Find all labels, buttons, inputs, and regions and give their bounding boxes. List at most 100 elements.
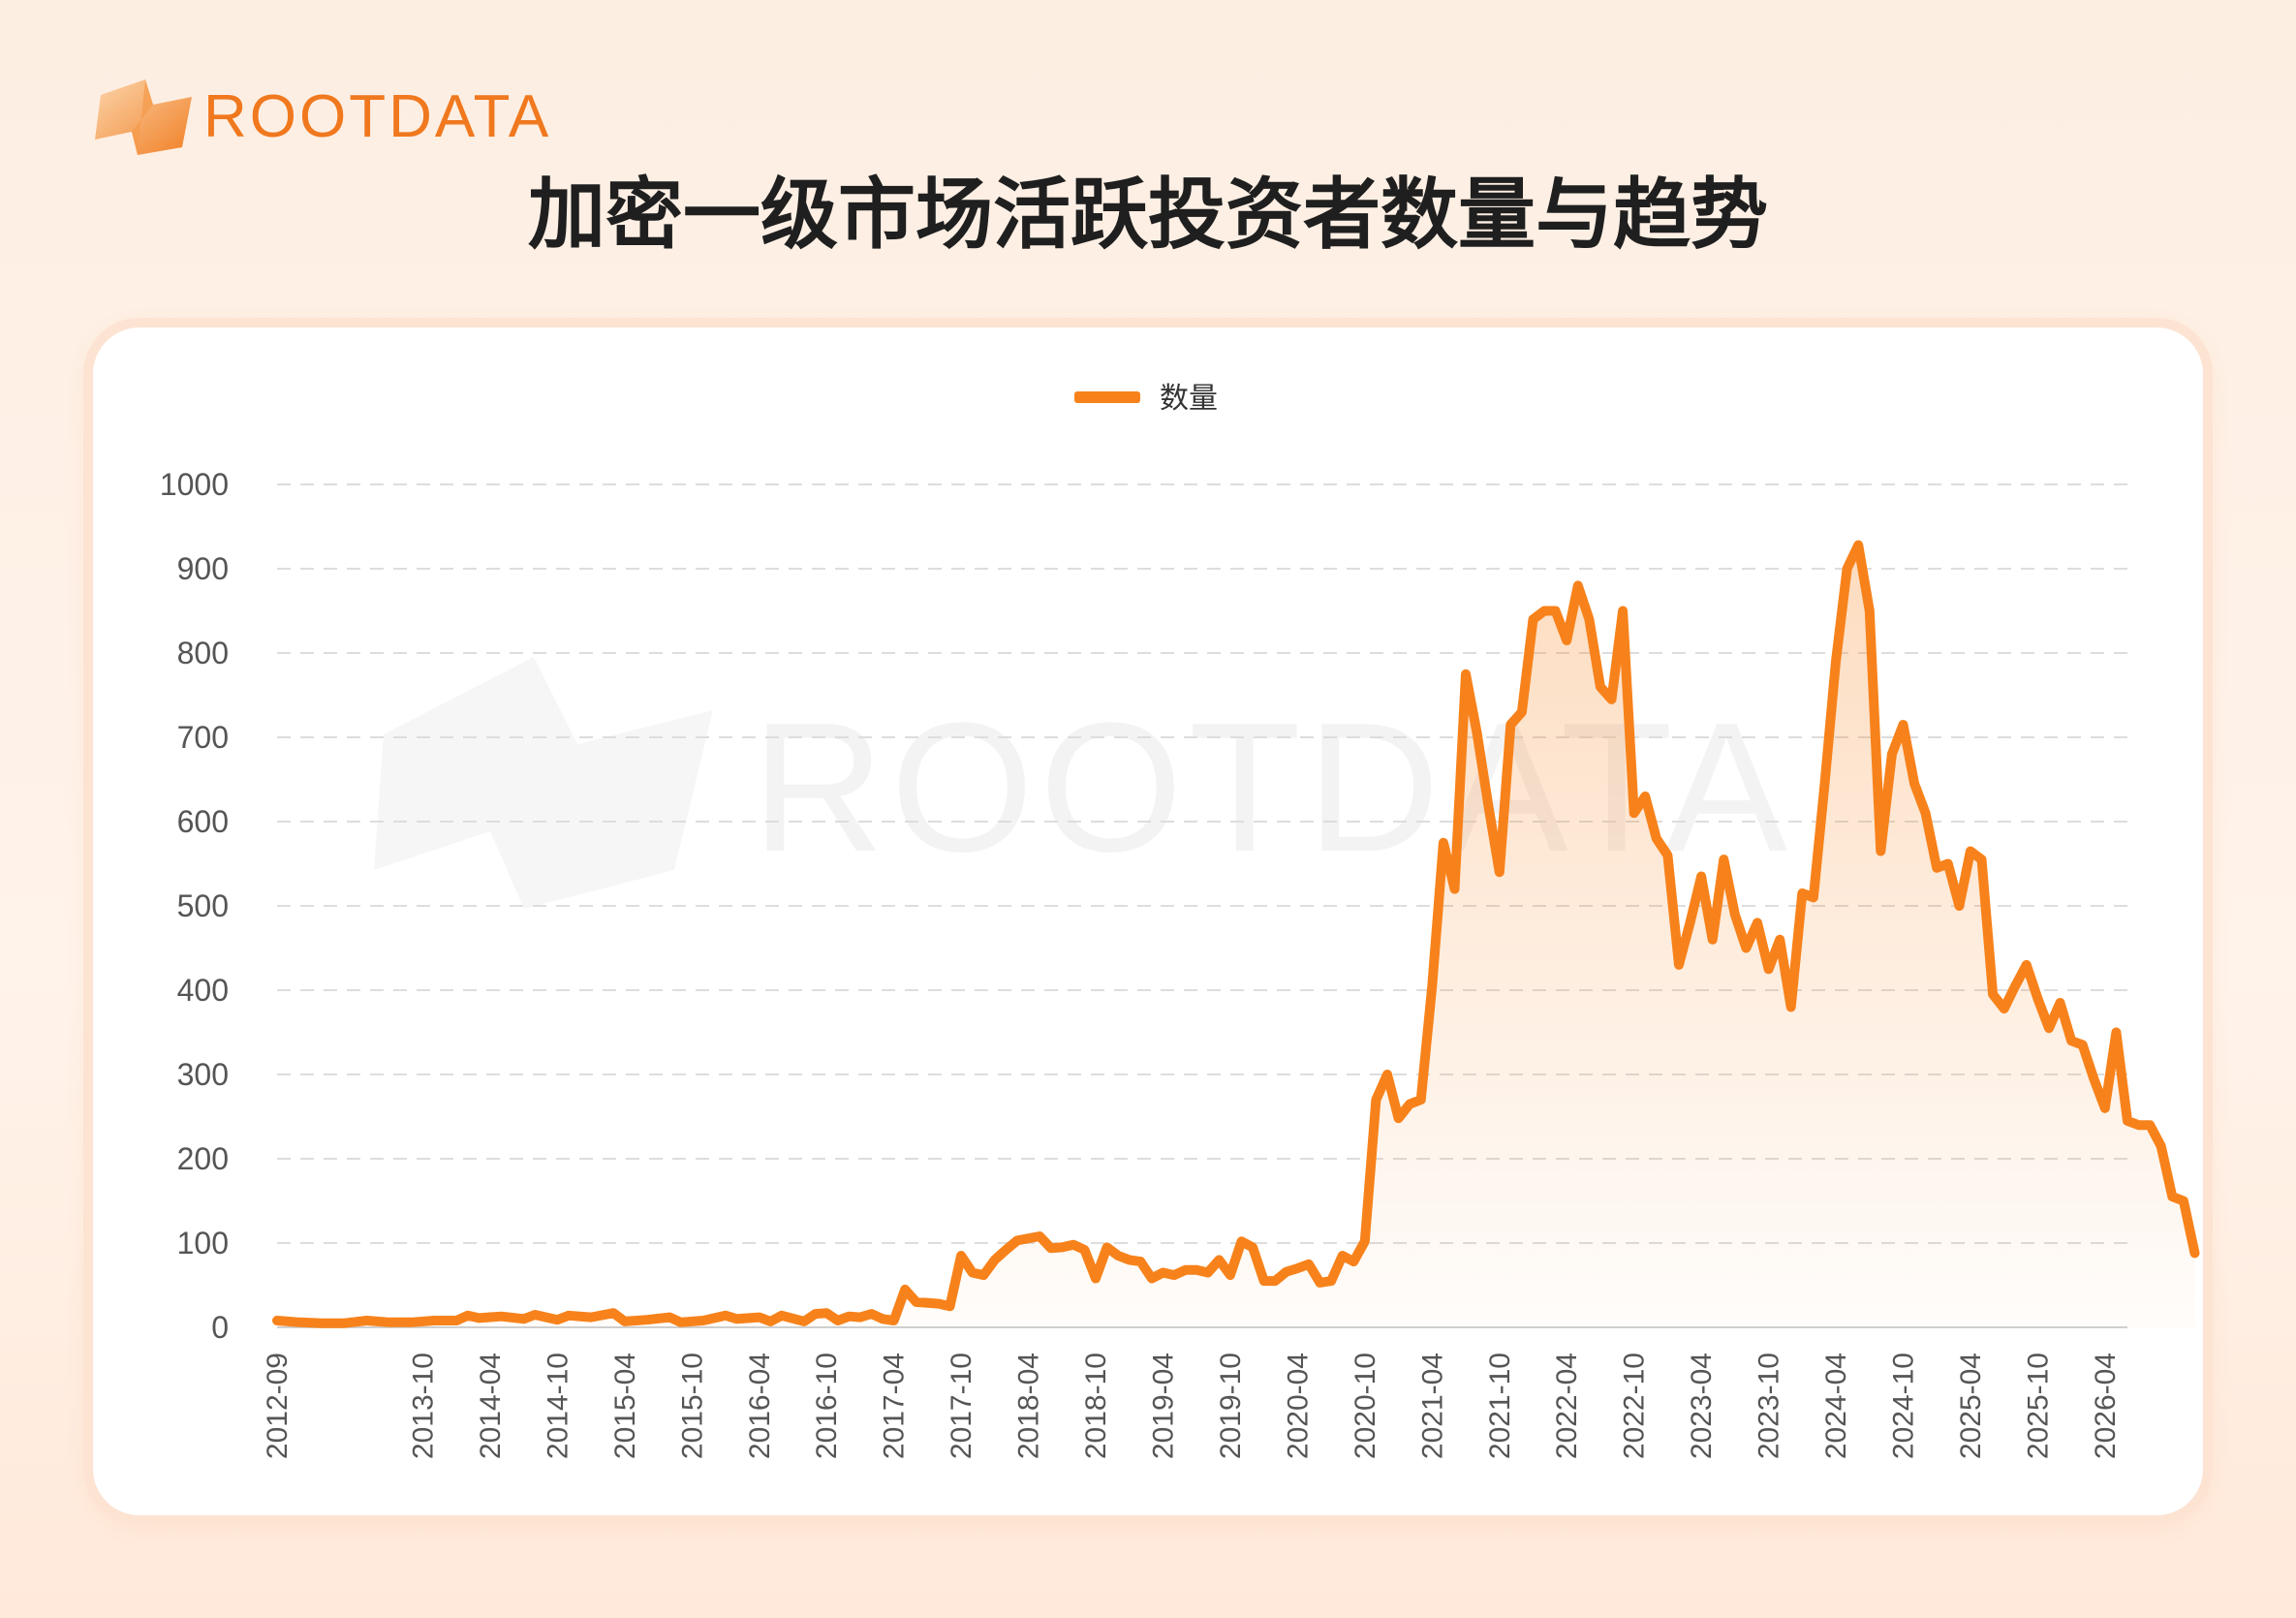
data-point — [1106, 1246, 1108, 1248]
data-point — [949, 1305, 950, 1307]
data-point — [478, 1317, 480, 1319]
data-point — [1813, 896, 1815, 898]
page-title: 加密一级市场活跃投资者数量与趋势 — [528, 170, 1768, 260]
data-point — [568, 1315, 570, 1317]
data-point — [2026, 964, 2028, 966]
data-point — [1476, 732, 1478, 734]
y-tick-label: 200 — [177, 1141, 229, 1176]
x-tick-label: 2018-10 — [1080, 1353, 1112, 1459]
data-point — [2060, 1002, 2061, 1004]
y-tick-label: 0 — [211, 1310, 229, 1345]
data-point — [1095, 1278, 1097, 1279]
legend-label: 数量 — [1160, 382, 1218, 416]
data-point — [1039, 1235, 1040, 1237]
x-tick-label: 2021-04 — [1416, 1353, 1448, 1459]
data-point — [1296, 1267, 1298, 1269]
data-point — [1925, 812, 1927, 814]
y-axis: 0 100 200 300 400 500 600 700 800 900 1000 — [160, 467, 229, 1345]
legend: 数量 — [1074, 382, 1218, 416]
data-point — [2115, 1032, 2117, 1033]
data-point — [759, 1317, 760, 1319]
data-point — [882, 1318, 884, 1320]
data-point — [1656, 837, 1658, 839]
data-point — [904, 1289, 906, 1291]
data-point — [1869, 610, 1871, 611]
data-point — [1666, 855, 1668, 856]
data-point — [2036, 998, 2038, 1000]
x-tick-label: 2017-04 — [879, 1353, 911, 1459]
data-point — [1936, 867, 1938, 869]
data-point — [1678, 964, 1680, 966]
data-point — [1286, 1271, 1288, 1273]
data-point — [2104, 1107, 2106, 1109]
data-point — [2082, 1044, 2084, 1045]
brand-name: ROOTDATA — [203, 83, 552, 150]
data-point — [1420, 1099, 1422, 1101]
data-point — [1431, 985, 1433, 987]
data-point — [2183, 1200, 2185, 1201]
data-point — [668, 1317, 670, 1319]
line-chart: ROOTDATA 0100200300400500600700800900100… — [160, 382, 2200, 1459]
data-point — [1555, 610, 1557, 611]
data-point — [1599, 686, 1601, 688]
data-point — [1712, 939, 1714, 941]
x-tick-label: 2017-10 — [946, 1353, 977, 1459]
x-tick-label: 2020-04 — [1282, 1353, 1314, 1459]
data-point — [1745, 948, 1747, 949]
data-point — [960, 1255, 962, 1257]
data-point — [1981, 858, 1982, 860]
data-point — [556, 1319, 558, 1321]
data-point — [534, 1314, 536, 1316]
x-tick-label: 2015-10 — [676, 1353, 708, 1459]
x-tick-label: 2019-04 — [1147, 1353, 1179, 1459]
data-point — [1768, 968, 1770, 970]
series-area — [277, 545, 2195, 1327]
data-point — [725, 1315, 727, 1317]
data-point — [1016, 1239, 1018, 1241]
data-point — [1163, 1272, 1164, 1273]
x-tick-label: 2018-04 — [1013, 1353, 1045, 1459]
data-point — [982, 1274, 984, 1276]
y-tick-label: 400 — [177, 973, 229, 1008]
data-point — [1409, 1104, 1411, 1105]
data-point — [1319, 1282, 1320, 1284]
data-point — [624, 1321, 626, 1322]
x-tick-label: 2022-10 — [1619, 1353, 1651, 1459]
data-point — [781, 1315, 783, 1317]
data-point — [2048, 1027, 2050, 1029]
data-point — [1386, 1073, 1388, 1075]
data-point — [938, 1303, 940, 1305]
x-axis: 2012-09 2013-10 2014-04 2014-10 2015-04 2015-… — [262, 1353, 2122, 1459]
data-point — [1229, 1274, 1231, 1276]
y-tick-label: 600 — [177, 804, 229, 839]
y-tick-label: 500 — [177, 888, 229, 923]
data-point — [1139, 1260, 1141, 1262]
brand-logo: ROOTDATA — [89, 76, 593, 163]
data-point — [366, 1320, 368, 1322]
data-point — [848, 1316, 850, 1318]
data-point — [276, 1320, 278, 1322]
y-tick-label: 700 — [177, 720, 229, 755]
x-tick-label: 2019-10 — [1215, 1353, 1247, 1459]
data-point — [2014, 985, 2016, 987]
data-point — [1846, 568, 1848, 570]
data-point — [1185, 1269, 1187, 1271]
x-tick-label: 2013-10 — [407, 1353, 439, 1459]
legend-swatch — [1074, 391, 1140, 403]
data-point — [1622, 610, 1624, 611]
data-point — [1700, 876, 1702, 877]
data-point — [972, 1272, 974, 1273]
data-point — [612, 1312, 614, 1314]
data-point — [344, 1322, 345, 1324]
data-point — [1173, 1274, 1175, 1276]
rootdata-logo-icon — [95, 79, 192, 155]
data-point — [1072, 1244, 1074, 1246]
y-tick-label: 100 — [177, 1226, 229, 1260]
data-point — [1364, 1240, 1366, 1242]
data-point — [1274, 1280, 1276, 1282]
data-point — [2138, 1124, 2140, 1126]
data-point — [1151, 1278, 1153, 1279]
data-point — [1913, 783, 1915, 785]
chart-card: ROOTDATA 0 100 200 300 400 500 600 700 800 900 100… — [93, 327, 2203, 1515]
data-point — [1992, 993, 1994, 995]
